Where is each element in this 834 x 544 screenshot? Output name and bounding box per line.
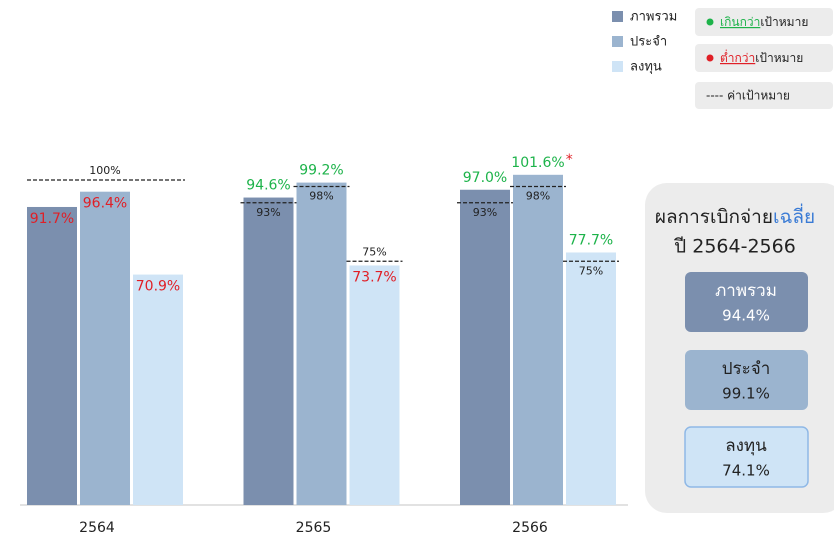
legend-dot: [706, 18, 714, 26]
x-tick-label: 2566: [512, 520, 548, 536]
legend-box: [695, 8, 833, 36]
summary-box: [685, 272, 808, 332]
value-label: 70.9%: [136, 279, 180, 295]
legend-box: [695, 44, 833, 72]
legend-swatch: [612, 61, 623, 72]
summary-name: ภาพรวม: [715, 281, 777, 301]
summary-subtitle: ปี 2564-2566: [673, 236, 795, 258]
status-suffix: เป้าหมาย: [760, 15, 808, 29]
legend-box: [695, 82, 833, 109]
status-suffix: เป้าหมาย: [755, 51, 803, 65]
bar: [460, 189, 510, 505]
value-label: 101.6%: [511, 155, 564, 171]
status-legend: ต่ำกว่าเป้าหมาย: [720, 49, 803, 65]
bar: [513, 174, 563, 506]
value-label: 96.4%: [83, 196, 127, 212]
legend-label: ภาพรวม: [630, 10, 677, 25]
bar: [80, 191, 130, 505]
target-label: 98%: [526, 190, 550, 203]
value-label: 99.2%: [299, 163, 343, 179]
value-label: 94.6%: [246, 178, 290, 194]
legend-label: ลงทุน: [630, 60, 662, 75]
status-legend: เกินกว่าเป้าหมาย: [720, 15, 808, 29]
summary-value: 74.1%: [722, 462, 770, 480]
x-tick-label: 2565: [296, 520, 332, 536]
summary-box: [685, 350, 808, 410]
target-label: 93%: [473, 206, 497, 219]
legend-swatch: [612, 36, 623, 47]
status-prefix: ต่ำกว่า: [720, 49, 755, 65]
summary-box: [684, 426, 809, 488]
target-label: 75%: [579, 264, 603, 277]
target-label: 100%: [89, 164, 120, 177]
summary-title: ผลการเบิกจ่ายเฉลี่ย: [655, 203, 815, 228]
legend-dot: [706, 54, 714, 62]
bar: [296, 182, 347, 505]
value-label: 73.7%: [352, 269, 396, 285]
summary-value: 94.4%: [722, 307, 770, 325]
value-label: 77.7%: [569, 232, 613, 248]
annotation: *: [566, 152, 573, 168]
bar: [27, 206, 77, 505]
target-legend: ---- ค่าเป้าหมาย: [706, 89, 790, 103]
bar: [566, 252, 616, 505]
summary-name: ประจำ: [722, 359, 771, 379]
bar: [243, 197, 294, 506]
target-label: 98%: [309, 190, 333, 203]
summary-name: ลงทุน: [725, 436, 767, 456]
summary-value: 99.1%: [722, 385, 770, 403]
status-prefix: เกินกว่า: [720, 15, 760, 29]
x-tick-label: 2564: [79, 520, 115, 536]
target-label: 93%: [256, 206, 280, 219]
legend-swatch: [612, 11, 623, 22]
target-label: 75%: [362, 245, 386, 258]
value-label: 91.7%: [30, 211, 74, 227]
legend-label: ประจำ: [630, 35, 667, 50]
value-label: 97.0%: [463, 170, 507, 186]
bar: [133, 274, 183, 505]
bar: [349, 265, 400, 505]
